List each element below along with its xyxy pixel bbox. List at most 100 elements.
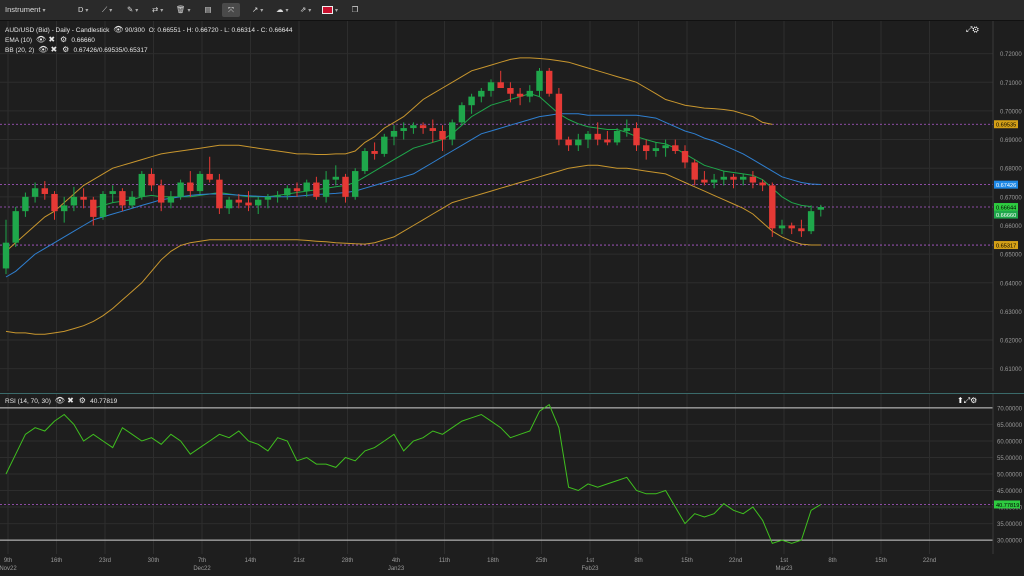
- series-line-1: [5, 113, 821, 278]
- expand-icon[interactable]: ⤢: [963, 396, 971, 405]
- rsi-pane-controls[interactable]: ⬆⤢⚙: [957, 396, 977, 406]
- layout-icon: ▤: [204, 5, 212, 14]
- time-tick-label: 22nd: [729, 558, 742, 564]
- instrument-menu[interactable]: Instrument ▾: [5, 3, 45, 17]
- rsi-line: [5, 403, 822, 545]
- delete-tool-button[interactable]: 🗑 ▾: [176, 3, 191, 17]
- export-button[interactable]: ⇗ ▾: [300, 3, 311, 17]
- rsi-tick-label: 70.00000: [997, 406, 1023, 412]
- chevron-down-icon: ▾: [187, 8, 191, 14]
- price-chart[interactable]: 0.72000 0.71000 0.70000 0.69000 0.68000 0.670…: [0, 21, 1024, 391]
- eye-icon[interactable]: 👁: [35, 35, 47, 44]
- rsi-legend: RSI (14, 70, 30) 👁 ✖ ⚙ 40.77819: [5, 397, 119, 405]
- close-icon[interactable]: ✖: [48, 35, 56, 44]
- price-badge-label: 0.69535: [996, 123, 1016, 129]
- candle-body: [332, 176, 339, 180]
- close-icon[interactable]: ✖: [67, 396, 74, 405]
- eye-icon[interactable]: 👁: [38, 45, 49, 54]
- candle-body: [22, 196, 29, 212]
- time-tick-label: 7th: [198, 558, 206, 564]
- rsi-tick-label: 30.00000: [997, 539, 1023, 545]
- price-tick-label: 0.66000: [1000, 224, 1022, 230]
- rsi-chart[interactable]: 75.00000 70.00000 65.00000 60.00000 55.00000…: [0, 394, 1024, 554]
- candle-body: [206, 173, 213, 180]
- gear-icon[interactable]: ⚙: [78, 396, 86, 405]
- expand-icon: ⤧: [228, 5, 234, 14]
- time-tick-label: 1st: [586, 558, 594, 564]
- candle-body: [284, 188, 291, 196]
- price-tick-label: 0.72000: [1000, 52, 1022, 58]
- time-month-label: Nov22: [0, 566, 17, 572]
- candle-body: [468, 96, 475, 106]
- candle-body: [623, 128, 630, 131]
- time-month-label: Dec22: [193, 566, 211, 572]
- time-tick-label: 15th: [875, 558, 887, 564]
- candle-body: [643, 145, 650, 152]
- indicator-tool-button[interactable]: ⇄ ▾: [152, 3, 163, 17]
- candle-body: [555, 93, 563, 140]
- candle-body: [293, 188, 301, 192]
- candle-body: [710, 179, 718, 183]
- candle-body: [749, 176, 757, 183]
- candle-body: [303, 182, 310, 192]
- cloud-button[interactable]: ☁ ▾: [276, 3, 289, 17]
- draw-tool-button[interactable]: ⟋ ▾: [102, 3, 112, 17]
- candle-body: [109, 191, 116, 194]
- fullscreen-button[interactable]: ⤧: [222, 3, 240, 17]
- candle-body: [449, 122, 456, 140]
- top-toolbar: Instrument ▾ D ▾ ⟋ ▾ ✎ ▾ ⇄ ▾ 🗑 ▾ ▤ ⤧ ↗ ▾ ☁ ▾ ⇗ ▾ …: [0, 0, 1024, 21]
- candle-body: [342, 176, 349, 197]
- counter-label: 90/300: [125, 26, 145, 34]
- language-button[interactable]: ▾: [322, 3, 338, 17]
- gear-icon[interactable]: ⚙: [59, 35, 68, 44]
- candle-body: [788, 225, 795, 229]
- time-tick-label: 14th: [245, 558, 257, 564]
- candle-body: [41, 188, 48, 194]
- candle-body: [759, 182, 766, 186]
- period-menu[interactable]: D ▾: [78, 3, 88, 17]
- trash-icon: 🗑: [176, 5, 186, 14]
- pane-resize-controls[interactable]: ⤢⚙: [966, 25, 979, 35]
- ohlc-label: O: 0.66551 - H: 0.66720 - L: 0.66314 - C…: [148, 26, 293, 34]
- candle-body: [352, 171, 359, 197]
- price-tick-label: 0.68000: [1000, 167, 1022, 173]
- gear-icon[interactable]: ⚙: [62, 45, 70, 54]
- candle-body: [487, 82, 495, 91]
- time-tick-label: 25th: [536, 558, 548, 564]
- rsi-pane[interactable]: 75.00000 70.00000 65.00000 60.00000 55.00000…: [0, 393, 1024, 554]
- rsi-tick-label: 50.00000: [997, 473, 1023, 479]
- time-tick-label: 8th: [828, 558, 836, 564]
- pen-tool-button[interactable]: ✎ ▾: [127, 3, 138, 17]
- candle-body: [594, 133, 601, 140]
- price-pane[interactable]: 0.72000 0.71000 0.70000 0.69000 0.68000 0.670…: [0, 21, 1024, 391]
- chevron-down-icon: ▾: [308, 8, 312, 14]
- chevron-down-icon: ▾: [285, 8, 289, 14]
- window-button[interactable]: ❐: [349, 3, 361, 17]
- bb-label: BB (20, 2): [5, 46, 35, 54]
- time-tick-label: 8th: [634, 558, 642, 564]
- expand-icon[interactable]: ⤢: [966, 25, 973, 34]
- candle-body: [604, 139, 611, 143]
- candle-body: [31, 188, 39, 197]
- candle-body: [681, 151, 689, 163]
- candle-body: [80, 196, 87, 200]
- close-icon[interactable]: ✖: [50, 45, 58, 54]
- time-tick-label: 18th: [487, 558, 499, 564]
- time-tick-label: 21st: [293, 558, 305, 564]
- arrow-up-icon[interactable]: ⬆: [957, 396, 964, 405]
- candle-body: [2, 242, 10, 269]
- rsi-value: 40.77819: [90, 397, 118, 405]
- chevron-down-icon: ▾: [135, 8, 139, 14]
- layout-button[interactable]: ▤: [201, 3, 215, 17]
- time-tick-label: 1st: [780, 558, 788, 564]
- candle-body: [633, 128, 640, 146]
- share-button[interactable]: ↗ ▾: [252, 3, 263, 17]
- settings-icon[interactable]: ⚙: [972, 25, 979, 34]
- rsi-tick-label: 55.00000: [997, 456, 1023, 462]
- rsi-tick-label: 35.00000: [997, 522, 1023, 528]
- candle-body: [264, 196, 272, 200]
- settings-icon[interactable]: ⚙: [970, 396, 978, 405]
- time-tick-label: 23rd: [99, 558, 111, 564]
- eye-icon[interactable]: 👁: [54, 396, 65, 405]
- eye-icon[interactable]: 👁: [113, 25, 124, 34]
